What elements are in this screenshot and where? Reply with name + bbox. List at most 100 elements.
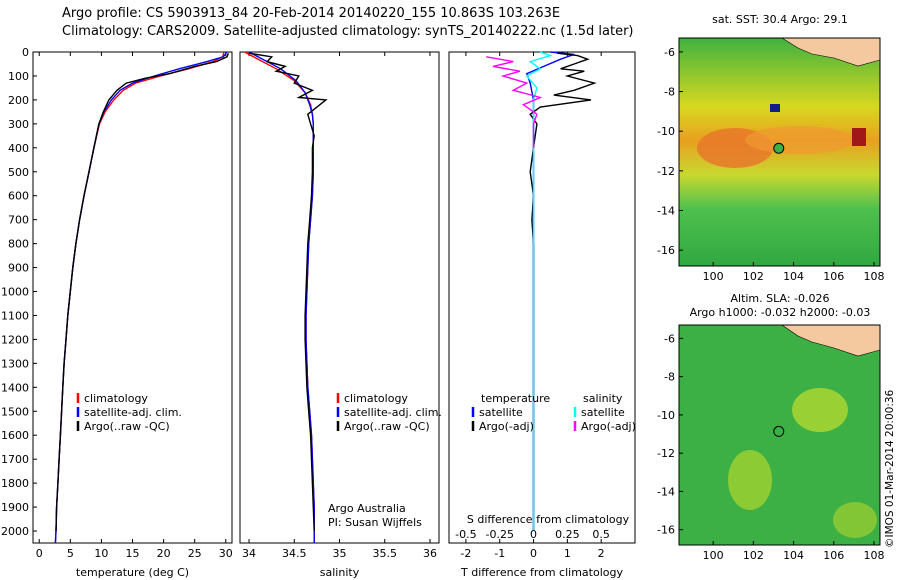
y-tick-label: 900 <box>8 262 29 275</box>
x-tick-label: -1 <box>494 547 505 560</box>
s-tick-label: 0.25 <box>555 528 580 541</box>
map-y-tick-label: -12 <box>657 447 675 460</box>
hot-cell <box>852 128 866 146</box>
sst-map-title: sat. SST: 30.4 Argo: 29.1 <box>712 13 848 26</box>
legend-entry: climatology <box>344 392 408 405</box>
map-x-tick-label: 102 <box>743 549 764 562</box>
legend-entry: satellite-adj. clim. <box>84 406 182 419</box>
map-y-tick-label: -10 <box>657 125 675 138</box>
y-tick-label: 1300 <box>1 357 29 370</box>
s-tick-label: 0 <box>530 528 537 541</box>
y-tick-label: 700 <box>8 214 29 227</box>
x-tick-label: -2 <box>460 547 471 560</box>
x-tick-label: 20 <box>157 547 171 560</box>
y-tick-label: 1900 <box>1 501 29 514</box>
legend-entry: satellite <box>581 406 625 419</box>
x-tick-label: 34.5 <box>282 547 307 560</box>
map-x-tick-label: 102 <box>743 270 764 283</box>
y-tick-label: 1100 <box>1 309 29 322</box>
y-tick-label: 200 <box>8 94 29 107</box>
map-y-tick-label: -6 <box>664 332 675 345</box>
salinity-panel: 34 34.5 35 35.5 36 salinity climatologysatelli… <box>239 51 442 579</box>
x-tick-label: 34 <box>242 547 256 560</box>
series-line <box>248 52 328 532</box>
y-tick-label: 300 <box>8 118 29 131</box>
sla-high <box>833 502 877 538</box>
y-tick-label: 1500 <box>1 405 29 418</box>
legend-heading-salinity: salinity <box>583 392 623 405</box>
y-tick-label: 1700 <box>1 453 29 466</box>
legend-entry: Argo(-adj) <box>581 420 636 433</box>
x-tick-label: 2 <box>598 547 605 560</box>
map-y-tick-label: -16 <box>657 244 675 257</box>
sla-map-title: Altim. SLA: -0.026 <box>730 292 829 305</box>
sst-map-panel: sat. SST: 30.4 Argo: 29.1 100 102 104 106 10… <box>657 13 884 283</box>
map-y-tick-label: -12 <box>657 165 675 178</box>
map-x-tick-label: 106 <box>823 270 844 283</box>
y-tick-label: 800 <box>8 238 29 251</box>
x-tick-label: 1 <box>564 547 571 560</box>
legend-entry: satellite-adj. clim. <box>344 406 442 419</box>
y-tick-label: 0 <box>22 46 29 59</box>
map-y-tick-label: -6 <box>664 46 675 59</box>
argo-australia-label: Argo Australia <box>328 502 406 515</box>
map-x-tick-label: 104 <box>783 270 804 283</box>
legend-entry: Argo(-adj) <box>479 420 534 433</box>
y-tick-label: 1200 <box>1 333 29 346</box>
y-tick-label: 1400 <box>1 381 29 394</box>
argo-position-marker <box>773 142 785 154</box>
map-x-tick-label: 106 <box>823 549 844 562</box>
y-tick-label: 500 <box>8 166 29 179</box>
land-mass <box>781 38 880 67</box>
map-x-tick-label: 104 <box>783 549 804 562</box>
legend-heading-temperature: temperature <box>481 392 550 405</box>
legend-entry: climatology <box>84 392 148 405</box>
series-line <box>525 51 553 531</box>
y-tick-label: 1800 <box>1 477 29 490</box>
s-tick-label: -0.5 <box>455 528 476 541</box>
sst-map-frame <box>678 37 881 267</box>
pi-label: PI: Susan Wijffels <box>328 516 422 529</box>
legend-entry: Argo(..raw -QC) <box>344 420 430 433</box>
sla-map-panel: Altim. SLA: -0.026 Argo h1000: -0.032 h2… <box>657 292 884 562</box>
map-y-tick-label: -14 <box>657 204 675 217</box>
series-line <box>248 51 315 543</box>
x-axis-label: salinity <box>320 566 360 579</box>
argo-position-marker <box>773 425 785 437</box>
plot-frame <box>32 51 233 544</box>
y-tick-label: 2000 <box>1 525 29 538</box>
map-y-tick-label: -8 <box>664 371 675 384</box>
legend-entry: Argo(..raw -QC) <box>84 420 170 433</box>
map-y-tick-label: -16 <box>657 524 675 537</box>
temperature-panel: 0 5 10 15 20 25 300100200300400500600700800900… <box>1 46 233 579</box>
map-x-tick-label: 100 <box>703 270 724 283</box>
sla-high <box>792 388 848 432</box>
x-tick-label: 30 <box>219 547 233 560</box>
difference-panel: -2 -1 0 1 2 T difference from climatology sate… <box>448 51 636 579</box>
s-tick-label: -0.25 <box>485 528 513 541</box>
map-x-tick-label: 108 <box>863 270 884 283</box>
x-tick-label: 10 <box>94 547 108 560</box>
plot-frame <box>448 51 636 544</box>
profile-title: Argo profile: CS 5903913_84 20-Feb-2014 … <box>62 6 561 21</box>
x-tick-label: 15 <box>126 547 140 560</box>
sla-high <box>728 450 772 510</box>
x-axis-label: temperature (deg C) <box>76 566 189 579</box>
y-tick-label: 100 <box>8 70 29 83</box>
cloud-cell <box>770 104 780 112</box>
x-tick-label: 35.5 <box>372 547 397 560</box>
x-tick-label: 35 <box>333 547 347 560</box>
x-axis-label: T difference from climatology <box>460 566 623 579</box>
s-difference-label: S difference from climatology <box>467 513 630 526</box>
land-mass <box>781 325 880 357</box>
x-tick-label: 0 <box>530 547 537 560</box>
x-tick-label: 25 <box>188 547 202 560</box>
y-tick-label: 1000 <box>1 286 29 299</box>
legend-entry: satellite <box>479 406 523 419</box>
x-tick-label: 0 <box>36 547 43 560</box>
series-line <box>55 52 229 532</box>
s-tick-label: 0.5 <box>592 528 610 541</box>
y-tick-label: 600 <box>8 190 29 203</box>
map-y-tick-label: -10 <box>657 409 675 422</box>
plot-frame <box>239 51 440 544</box>
